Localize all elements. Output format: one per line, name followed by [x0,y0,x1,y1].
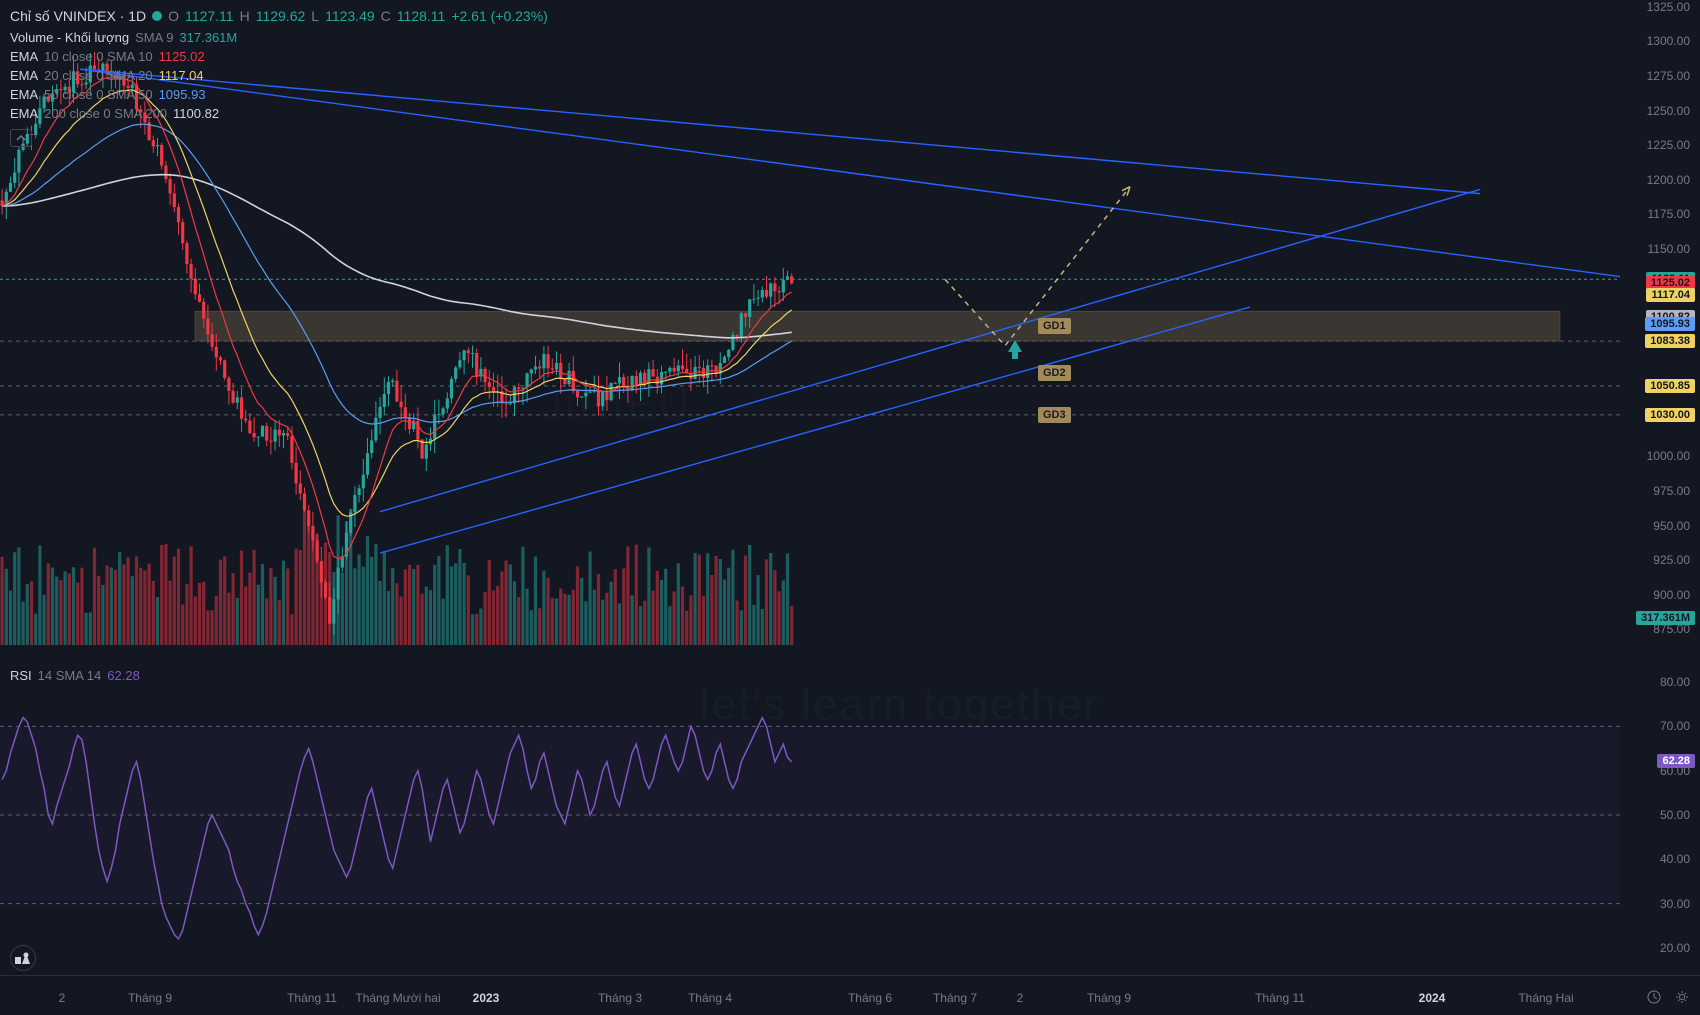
tradingview-logo[interactable] [10,945,36,971]
price-tick: 925.00 [1653,553,1690,567]
price-tick: 950.00 [1653,519,1690,533]
indicator-ema10[interactable]: EMA 10 close 0 SMA 10 1125.02 [10,49,237,64]
price-tick: 1325.00 [1647,0,1690,14]
rsi-badge: 62.28 [1657,754,1695,768]
indicator-ema20[interactable]: EMA 20 close 0 SMA 20 1117.04 [10,68,237,83]
price-tick: 1225.00 [1647,138,1690,152]
chart-container: JIRIEU let's learn together Chỉ số VNIND… [0,0,1700,1015]
rsi-tick: 70.00 [1660,719,1690,733]
price-axis[interactable]: 1325.00 1300.00 1275.00 1250.00 1225.00 1200.… [1622,0,1700,650]
time-axis[interactable]: 2 Tháng 9 Tháng 11 Tháng Mười hai 2023 Tháng … [0,975,1700,1015]
price-tick: 1300.00 [1647,34,1690,48]
volume-badge: 317.361M [1636,611,1695,625]
price-badge: 1050.85 [1645,379,1695,393]
ohlc-o: 1127.11 [185,8,234,24]
time-tick: Tháng 6 [848,991,892,1005]
rsi-panel[interactable] [0,660,1620,970]
rsi-tick: 80.00 [1660,675,1690,689]
price-tick: 900.00 [1653,588,1690,602]
time-tick: Tháng 9 [128,991,172,1005]
ohlc-change: +2.61 (+0.23%) [451,8,548,24]
time-tick: Tháng 11 [287,991,337,1005]
time-tick: 2024 [1419,991,1446,1005]
ohlc-c-label: C [381,8,391,24]
time-tick: Tháng Hai [1518,991,1573,1005]
price-chart[interactable] [0,0,1620,650]
rsi-tick: 50.00 [1660,808,1690,822]
collapse-indicators-button[interactable] [10,129,32,147]
ohlc-l-label: L [311,8,319,24]
price-tick: 1250.00 [1647,104,1690,118]
price-tick: 975.00 [1653,484,1690,498]
price-badge: 1117.04 [1646,288,1695,302]
ohlc-c: 1128.11 [397,8,446,24]
gd-label: GD2 [1038,365,1071,381]
rsi-tick: 30.00 [1660,897,1690,911]
ohlc-o-label: O [168,8,179,24]
symbol-info-bar[interactable]: Chỉ số VNINDEX · 1D O 1127.11 H 1129.62 … [10,8,548,24]
ohlc-l: 1123.49 [325,8,375,24]
price-badge: 1030.00 [1645,408,1695,422]
indicator-volume[interactable]: Volume - Khối lượng SMA 9 317.361M [10,30,237,45]
time-tick: Tháng 3 [598,991,642,1005]
rsi-legend[interactable]: RSI 14 SMA 14 62.28 [10,668,140,683]
timezone-icon[interactable] [1646,989,1662,1005]
chevron-up-icon [16,135,26,141]
symbol-title[interactable]: Chỉ số VNINDEX · 1D [10,8,146,24]
price-badge: 1095.93 [1645,317,1695,331]
rsi-tick: 40.00 [1660,852,1690,866]
time-tick: Tháng 9 [1087,991,1131,1005]
price-tick: 1000.00 [1647,449,1690,463]
indicator-ema200[interactable]: EMA 200 close 0 SMA 200 1100.82 [10,106,237,121]
price-tick: 1275.00 [1647,69,1690,83]
settings-icon[interactable] [1674,989,1690,1005]
time-tick: Tháng 11 [1255,991,1305,1005]
price-tick: 1150.00 [1648,242,1691,256]
time-tick: 2023 [473,991,500,1005]
price-badge: 1083.38 [1645,334,1695,348]
time-tick: Tháng 4 [688,991,732,1005]
arrow-up-icon [1008,340,1022,352]
indicator-legend: Volume - Khối lượng SMA 9 317.361M EMA 1… [10,30,237,147]
volume-value: 317.361M [179,30,237,45]
price-tick: 1175.00 [1648,207,1691,221]
time-tick: 2 [1017,991,1024,1005]
ohlc-h-label: H [240,8,250,24]
time-tick: Tháng Mười hai [355,991,440,1005]
gd-label: GD1 [1038,318,1071,334]
gd-label: GD3 [1038,407,1071,423]
indicator-ema50[interactable]: EMA 50 close 0 SMA 50 1095.93 [10,87,237,102]
time-tick: 2 [59,991,66,1005]
time-tick: Tháng 7 [933,991,977,1005]
ohlc-h: 1129.62 [256,8,306,24]
market-status-dot [152,11,162,21]
rsi-tick: 20.00 [1660,941,1690,955]
rsi-axis[interactable]: 80.0070.0060.0050.0040.0030.0020.0062.28 [1622,660,1700,970]
price-tick: 1200.00 [1647,173,1690,187]
